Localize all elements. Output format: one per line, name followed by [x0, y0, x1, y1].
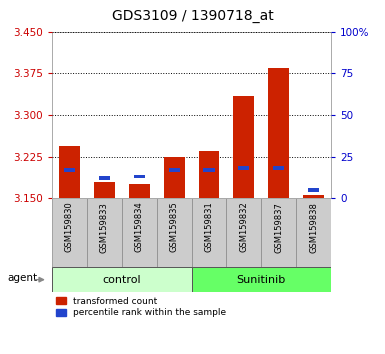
Text: control: control — [102, 275, 141, 285]
Bar — [169, 168, 180, 172]
FancyBboxPatch shape — [87, 198, 122, 267]
Text: GSM159832: GSM159832 — [239, 202, 248, 252]
FancyBboxPatch shape — [261, 198, 296, 267]
Text: GSM159831: GSM159831 — [204, 202, 214, 252]
Bar — [59, 145, 80, 198]
Bar — [238, 166, 249, 170]
Bar — [308, 188, 319, 192]
Bar — [273, 166, 285, 170]
Bar — [233, 96, 254, 198]
Text: agent: agent — [8, 273, 38, 284]
Bar — [134, 175, 145, 178]
Bar — [203, 168, 214, 172]
Bar — [268, 68, 289, 198]
Text: Sunitinib: Sunitinib — [237, 275, 286, 285]
Bar — [64, 168, 75, 172]
FancyBboxPatch shape — [157, 198, 192, 267]
Bar — [99, 176, 110, 180]
Bar — [164, 157, 184, 198]
Bar — [94, 182, 115, 198]
Legend: transformed count, percentile rank within the sample: transformed count, percentile rank withi… — [57, 297, 226, 317]
Text: GSM159835: GSM159835 — [169, 202, 179, 252]
Bar — [303, 195, 324, 198]
FancyBboxPatch shape — [52, 198, 87, 267]
FancyBboxPatch shape — [192, 267, 331, 292]
Text: GDS3109 / 1390718_at: GDS3109 / 1390718_at — [112, 9, 273, 23]
Bar — [199, 151, 219, 198]
FancyBboxPatch shape — [52, 267, 192, 292]
Text: GSM159838: GSM159838 — [309, 202, 318, 252]
Text: GSM159834: GSM159834 — [135, 202, 144, 252]
FancyBboxPatch shape — [192, 198, 226, 267]
Text: GSM159837: GSM159837 — [274, 202, 283, 252]
FancyBboxPatch shape — [226, 198, 261, 267]
FancyBboxPatch shape — [296, 198, 331, 267]
Bar — [129, 184, 150, 198]
FancyBboxPatch shape — [122, 198, 157, 267]
Text: GSM159830: GSM159830 — [65, 202, 74, 252]
Text: GSM159833: GSM159833 — [100, 202, 109, 252]
